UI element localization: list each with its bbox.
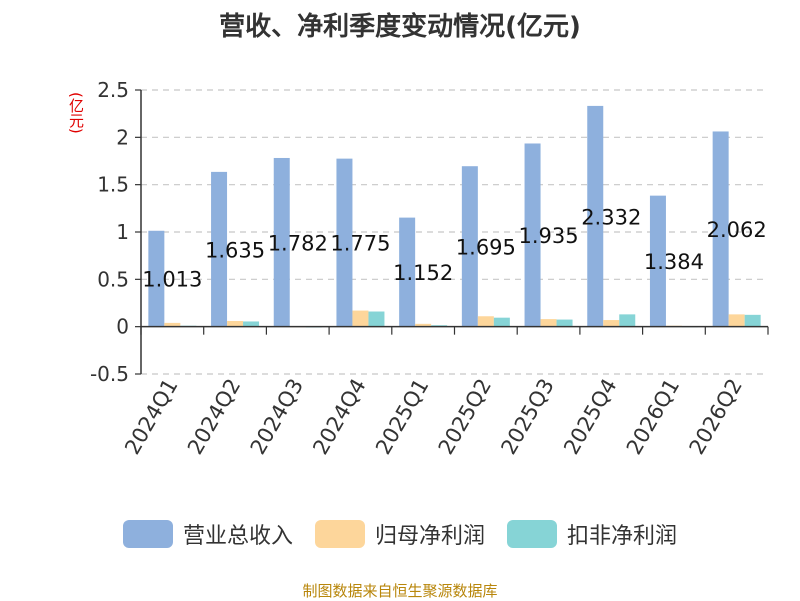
bar-1-0[interactable] <box>164 322 181 327</box>
bar-chart: -0.5 0 0.5 1 1.5 2 2.5 2024Q1 2024Q2 2024Q3 2024Q4… <box>90 78 769 459</box>
bar-0-1[interactable] <box>211 171 228 327</box>
axes <box>135 89 769 375</box>
x-tick-label: 2024Q4 <box>308 375 370 459</box>
legend: 营业总收入 归母净利润 扣非净利润 <box>0 518 800 550</box>
legend-label-deducted-profit: 扣非净利润 <box>567 524 678 549</box>
bar-0-9[interactable] <box>712 131 729 327</box>
x-tick-label: 2025Q3 <box>496 375 558 459</box>
y-tick-label: 2 <box>116 125 129 149</box>
bar-2-7[interactable] <box>619 314 636 327</box>
bar-0-5[interactable] <box>461 166 478 327</box>
bar-0-4[interactable] <box>399 217 416 327</box>
data-label-revenue: 2.062 <box>707 218 767 242</box>
x-tick-label: 2025Q1 <box>371 375 433 459</box>
y-tick-label: 0.5 <box>97 267 129 291</box>
legend-label-revenue: 营业总收入 <box>182 524 293 549</box>
bar-0-2[interactable] <box>273 157 290 327</box>
x-tick-label: 2024Q3 <box>246 375 308 459</box>
bar-1-4[interactable] <box>415 323 432 327</box>
legend-swatch-net-profit <box>314 520 365 548</box>
data-label-revenue: 1.013 <box>142 268 202 292</box>
bar-1-1[interactable] <box>227 320 244 327</box>
bar-1-7[interactable] <box>603 320 620 327</box>
y-tick-label: 1.5 <box>97 173 129 197</box>
data-label-revenue: 1.635 <box>205 238 265 262</box>
bar-0-8[interactable] <box>649 195 666 327</box>
chart-title: 营收、净利季度变动情况(亿元) <box>219 12 581 42</box>
y-tick-label: 2.5 <box>97 78 129 102</box>
bars <box>148 105 761 328</box>
bar-0-3[interactable] <box>336 158 353 327</box>
data-label-revenue: 1.152 <box>393 261 453 285</box>
legend-swatch-deducted-profit <box>507 520 557 548</box>
x-tick-label: 2025Q2 <box>434 374 496 458</box>
x-tick-label: 2026Q1 <box>622 375 684 459</box>
y-tick-label: 1 <box>116 220 129 244</box>
bar-0-0[interactable] <box>148 230 165 327</box>
bar-1-9[interactable] <box>728 314 745 327</box>
legend-swatch-revenue <box>122 520 173 548</box>
data-label-revenue: 1.935 <box>518 224 578 248</box>
x-tick-label: 2024Q1 <box>120 375 182 459</box>
data-source-note: 制图数据来自恒生聚源数据库 <box>302 582 498 600</box>
data-label-revenue: 1.775 <box>330 232 390 256</box>
bar-2-5[interactable] <box>493 317 510 327</box>
bar-0-6[interactable] <box>524 143 541 327</box>
bar-1-3[interactable] <box>352 310 369 327</box>
bar-1-6[interactable] <box>540 319 557 327</box>
bar-2-3[interactable] <box>368 311 385 327</box>
data-label-revenue: 2.332 <box>581 205 641 229</box>
bar-2-1[interactable] <box>243 321 260 327</box>
legend-item-deducted-profit[interactable]: 扣非净利润 <box>507 518 677 550</box>
y-tick-label: 0 <box>116 315 129 339</box>
data-label-revenue: 1.384 <box>644 250 704 274</box>
bar-2-6[interactable] <box>556 319 573 327</box>
legend-label-net-profit: 归母净利润 <box>374 524 485 549</box>
x-tick-label: 2025Q4 <box>559 375 621 459</box>
y-axis-unit-label: (亿元) <box>67 92 85 134</box>
bar-1-5[interactable] <box>477 316 494 327</box>
x-tick-label: 2024Q2 <box>183 375 245 459</box>
data-label-revenue: 1.782 <box>268 231 328 255</box>
bar-0-7[interactable] <box>587 105 604 327</box>
bar-2-9[interactable] <box>744 314 761 327</box>
legend-item-net-profit[interactable]: 归母净利润 <box>314 518 485 550</box>
x-tick-label: 2026Q2 <box>685 375 747 459</box>
y-tick-label: -0.5 <box>90 362 129 386</box>
legend-item-revenue[interactable]: 营业总收入 <box>122 518 293 550</box>
data-label-revenue: 1.695 <box>456 235 516 259</box>
